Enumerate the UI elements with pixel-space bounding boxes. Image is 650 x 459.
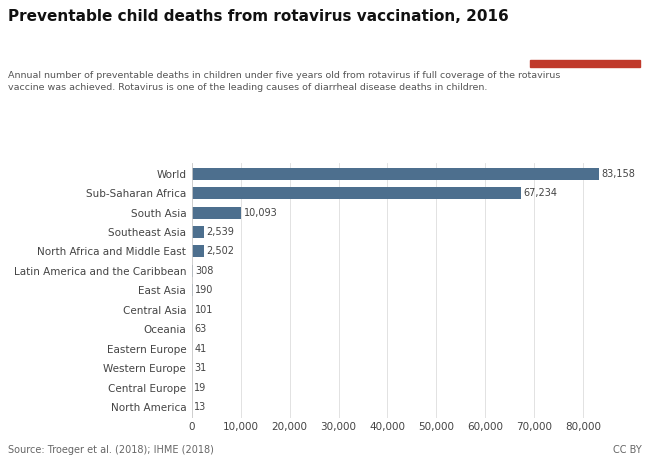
Text: 83,158: 83,158 bbox=[601, 168, 635, 179]
Text: Annual number of preventable deaths in children under five years old from rotavi: Annual number of preventable deaths in c… bbox=[8, 71, 560, 92]
Bar bbox=[192, 187, 521, 199]
Text: Source: Troeger et al. (2018); IHME (2018): Source: Troeger et al. (2018); IHME (201… bbox=[8, 445, 214, 455]
Text: 31: 31 bbox=[194, 363, 207, 373]
Text: 63: 63 bbox=[194, 324, 207, 334]
Bar bbox=[192, 226, 204, 238]
Text: 67,234: 67,234 bbox=[523, 188, 557, 198]
Bar bbox=[192, 207, 241, 218]
Text: Our World
in Data: Our World in Data bbox=[555, 17, 615, 41]
Text: 19: 19 bbox=[194, 382, 207, 392]
Text: CC BY: CC BY bbox=[614, 445, 642, 455]
Text: 101: 101 bbox=[195, 305, 213, 315]
Text: 308: 308 bbox=[196, 266, 214, 276]
Text: 2,502: 2,502 bbox=[207, 246, 235, 257]
Text: 10,093: 10,093 bbox=[244, 207, 278, 218]
Bar bbox=[192, 265, 193, 277]
Text: 41: 41 bbox=[194, 344, 207, 353]
Text: 13: 13 bbox=[194, 402, 207, 412]
Bar bbox=[530, 60, 640, 67]
Bar bbox=[192, 246, 204, 257]
Text: 190: 190 bbox=[195, 285, 213, 295]
Text: Preventable child deaths from rotavirus vaccination, 2016: Preventable child deaths from rotavirus … bbox=[8, 9, 508, 24]
Bar bbox=[192, 168, 599, 179]
Text: 2,539: 2,539 bbox=[207, 227, 235, 237]
